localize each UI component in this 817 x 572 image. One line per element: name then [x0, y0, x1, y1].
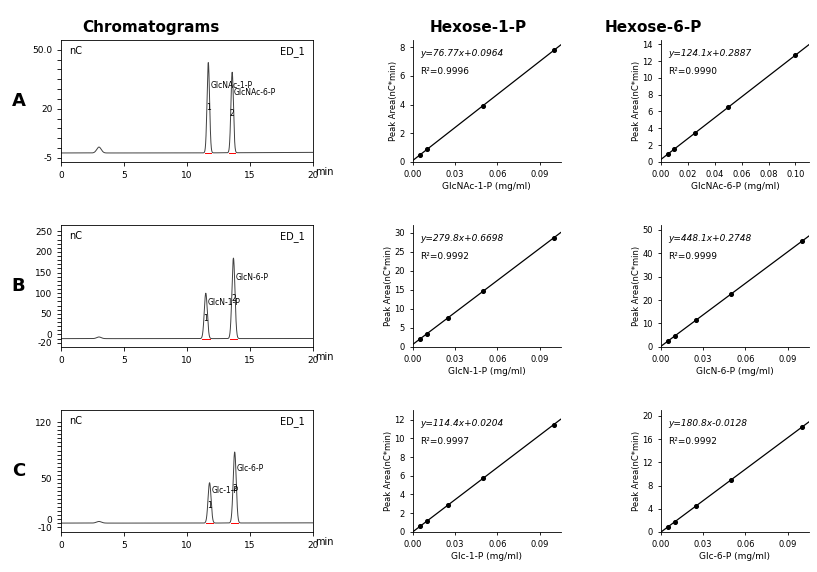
- Text: y=76.77x+0.0964: y=76.77x+0.0964: [420, 49, 503, 58]
- Text: Glc-6-P: Glc-6-P: [237, 464, 264, 474]
- Point: [721, 103, 734, 112]
- Text: Hexose-6-P: Hexose-6-P: [605, 20, 703, 35]
- Point: [795, 237, 808, 246]
- Point: [547, 420, 560, 429]
- X-axis label: GlcN-1-P (mg/ml): GlcN-1-P (mg/ml): [448, 367, 525, 376]
- Point: [421, 145, 434, 154]
- Text: R²=0.9997: R²=0.9997: [420, 437, 469, 446]
- Point: [661, 150, 674, 159]
- Text: R²=0.9996: R²=0.9996: [420, 67, 469, 76]
- Y-axis label: Peak Area(nC*min): Peak Area(nC*min): [389, 61, 398, 141]
- Y-axis label: Peak Area(nC*min): Peak Area(nC*min): [384, 431, 393, 511]
- Text: y=114.4x+0.0204: y=114.4x+0.0204: [420, 419, 503, 428]
- Point: [668, 331, 681, 340]
- Text: ED_1: ED_1: [280, 416, 305, 427]
- Point: [662, 336, 675, 345]
- Text: R²=0.9999: R²=0.9999: [668, 252, 717, 261]
- Text: A: A: [11, 92, 25, 110]
- Text: R²=0.9990: R²=0.9990: [668, 67, 717, 76]
- X-axis label: Glc-1-P (mg/ml): Glc-1-P (mg/ml): [451, 552, 522, 561]
- Point: [668, 517, 681, 526]
- Text: y=279.8x+0.6698: y=279.8x+0.6698: [420, 233, 503, 243]
- Text: nC: nC: [69, 231, 82, 241]
- Text: nC: nC: [69, 46, 82, 56]
- Point: [725, 289, 738, 299]
- Point: [441, 500, 454, 510]
- Text: y=180.8x-0.0128: y=180.8x-0.0128: [668, 419, 748, 428]
- Point: [688, 129, 701, 138]
- Text: C: C: [12, 462, 25, 480]
- Text: Hexose-1-P: Hexose-1-P: [430, 20, 526, 35]
- X-axis label: GlcN-6-P (mg/ml): GlcN-6-P (mg/ml): [696, 367, 774, 376]
- Point: [477, 287, 490, 296]
- Y-axis label: Peak Area(nC*min): Peak Area(nC*min): [632, 431, 641, 511]
- Text: B: B: [11, 277, 25, 295]
- Point: [477, 101, 490, 110]
- Text: GlcN-1-P: GlcN-1-P: [208, 298, 240, 307]
- Text: y=448.1x+0.2748: y=448.1x+0.2748: [668, 233, 752, 243]
- Point: [547, 233, 560, 243]
- Text: R²=0.9992: R²=0.9992: [668, 437, 717, 446]
- Text: nC: nC: [69, 416, 82, 426]
- Text: 1: 1: [208, 501, 212, 510]
- Text: 2: 2: [230, 109, 234, 118]
- Text: 1: 1: [203, 313, 208, 323]
- Point: [413, 522, 426, 531]
- X-axis label: GlcNAc-6-P (mg/ml): GlcNAc-6-P (mg/ml): [690, 182, 779, 191]
- Point: [477, 474, 490, 483]
- Text: 2: 2: [232, 484, 237, 493]
- Point: [413, 150, 426, 160]
- Text: min: min: [315, 352, 333, 362]
- Point: [795, 423, 808, 432]
- Text: GlcN-6-P: GlcN-6-P: [235, 273, 268, 283]
- X-axis label: Glc-6-P (mg/ml): Glc-6-P (mg/ml): [699, 552, 770, 561]
- Text: y=124.1x+0.2887: y=124.1x+0.2887: [668, 49, 752, 58]
- Point: [441, 313, 454, 322]
- Text: GlcNAc-1-P: GlcNAc-1-P: [210, 81, 252, 90]
- Point: [668, 144, 681, 153]
- Text: ED_1: ED_1: [280, 231, 305, 242]
- Point: [789, 50, 802, 59]
- Text: 2: 2: [231, 295, 236, 303]
- Text: Glc-1-P: Glc-1-P: [212, 486, 239, 495]
- Text: Chromatograms: Chromatograms: [83, 20, 220, 35]
- Text: min: min: [315, 166, 333, 177]
- Point: [662, 522, 675, 531]
- X-axis label: GlcNAc-1-P (mg/ml): GlcNAc-1-P (mg/ml): [443, 182, 531, 191]
- Text: GlcNAc-6-P: GlcNAc-6-P: [234, 88, 276, 97]
- Text: 1: 1: [206, 104, 211, 112]
- Point: [413, 335, 426, 344]
- Point: [421, 329, 434, 338]
- Point: [725, 475, 738, 484]
- Point: [690, 501, 703, 510]
- Text: ED_1: ED_1: [280, 46, 305, 57]
- Y-axis label: Peak Area(nC*min): Peak Area(nC*min): [383, 246, 392, 326]
- Point: [547, 46, 560, 55]
- Point: [421, 517, 434, 526]
- Text: min: min: [315, 537, 333, 547]
- Y-axis label: Peak Area(nC*min): Peak Area(nC*min): [632, 246, 641, 326]
- Text: R²=0.9992: R²=0.9992: [420, 252, 469, 261]
- Y-axis label: Peak Area(nC*min): Peak Area(nC*min): [632, 61, 641, 141]
- Point: [690, 315, 703, 324]
